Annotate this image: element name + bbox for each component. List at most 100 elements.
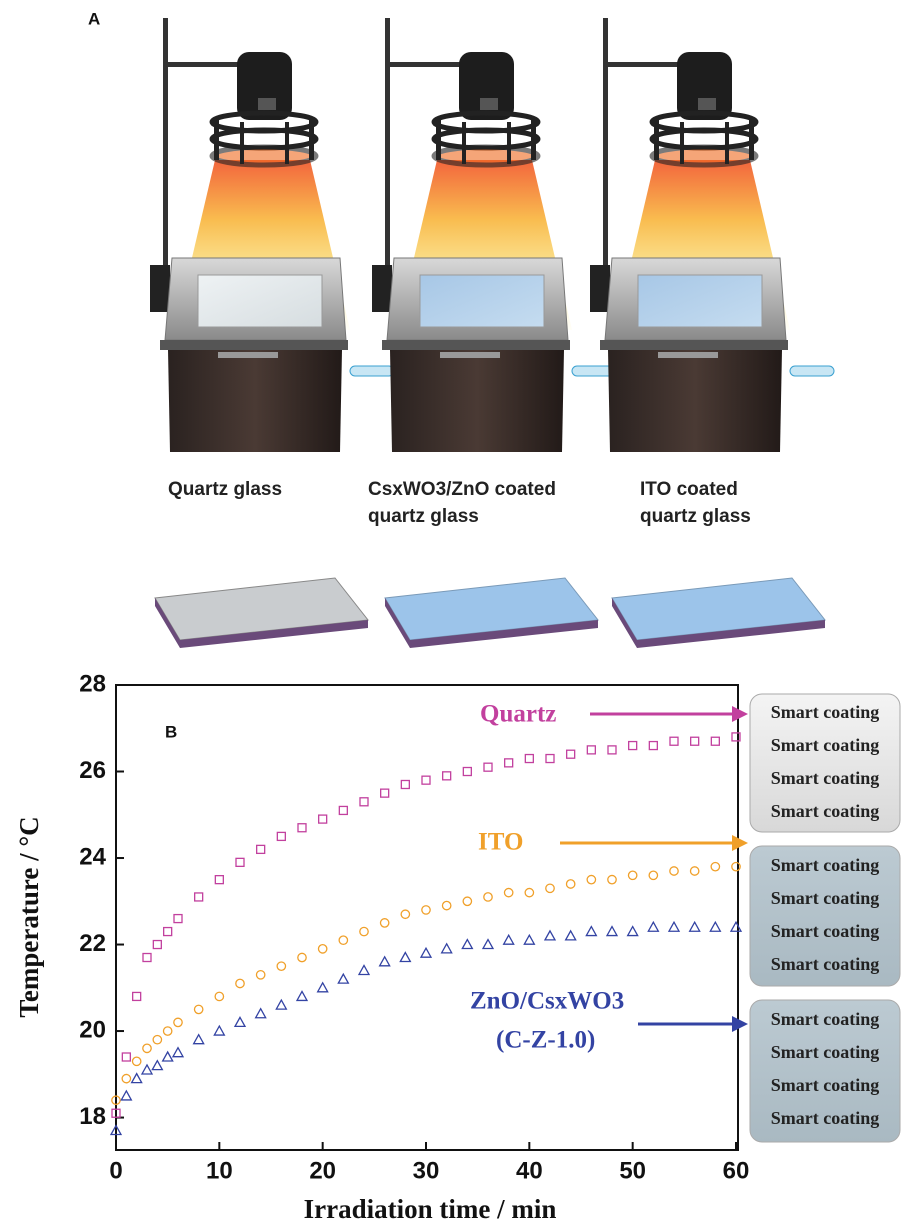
data-point: [484, 893, 492, 901]
data-point: [153, 941, 161, 949]
x-tick-label: 30: [413, 1157, 440, 1184]
data-point: [463, 897, 471, 905]
data-point: [711, 737, 719, 745]
y-axis-title: Temperature / °C: [14, 816, 44, 1017]
data-point: [276, 1000, 286, 1009]
data-point: [143, 954, 151, 962]
data-point: [132, 1074, 142, 1083]
data-point: [132, 1057, 140, 1065]
x-tick-label: 50: [619, 1157, 646, 1184]
data-point: [318, 945, 326, 953]
data-point: [649, 742, 657, 750]
data-point: [163, 1027, 171, 1035]
data-point: [546, 884, 554, 892]
data-point: [277, 962, 285, 970]
data-point: [545, 931, 555, 940]
data-point: [710, 922, 720, 931]
data-point: [629, 742, 637, 750]
data-point: [484, 763, 492, 771]
data-point: [691, 737, 699, 745]
data-point: [690, 867, 698, 875]
data-point: [338, 974, 348, 983]
data-point: [256, 1009, 266, 1018]
data-point: [380, 957, 390, 966]
glass-pane: [198, 275, 322, 327]
x-tick-label: 10: [206, 1157, 233, 1184]
coating-text: Smart coating: [771, 702, 879, 722]
data-point: [462, 940, 472, 949]
y-tick-label: 20: [79, 1016, 106, 1043]
arrow-head: [732, 1016, 748, 1032]
data-point: [690, 922, 700, 931]
data-point: [670, 737, 678, 745]
arrows: [560, 706, 748, 1032]
data-point: [442, 901, 450, 909]
coating-text: Smart coating: [771, 1009, 879, 1029]
data-point: [525, 755, 533, 763]
data-point: [587, 746, 595, 754]
data-point: [400, 953, 410, 962]
data-point: [195, 893, 203, 901]
caption: ITO coated: [640, 479, 738, 500]
coating-text: Smart coating: [771, 801, 879, 821]
caption: quartz glass: [368, 506, 479, 527]
data-point: [153, 1035, 161, 1043]
setup-illustration: [372, 18, 616, 452]
coating-text: Smart coating: [771, 855, 879, 875]
panel-label: B: [165, 722, 177, 741]
y-tick-label: 24: [79, 843, 106, 870]
series-label: Quartz: [480, 701, 556, 728]
captions: Quartz glass CsxWO3/ZnO coated quartz gl…: [168, 479, 751, 527]
data-point: [524, 935, 534, 944]
data-point: [339, 806, 347, 814]
setup-illustration: [590, 18, 834, 452]
y-tick-label: 26: [79, 757, 106, 784]
data-point: [256, 971, 264, 979]
data-point: [122, 1053, 130, 1061]
data-point: [401, 780, 409, 788]
data-point: [298, 953, 306, 961]
y-tick-label: 22: [79, 930, 106, 957]
figure: A Quartz glass CsxWO3/ZnO coated quartz …: [0, 0, 903, 1228]
arrow-head: [732, 835, 748, 851]
data-point: [504, 935, 514, 944]
data-point: [422, 776, 430, 784]
coating-text: Smart coating: [771, 1075, 879, 1095]
data-point: [586, 927, 596, 936]
coating-text: Smart coating: [771, 921, 879, 941]
arrow-head: [732, 706, 748, 722]
data-point: [505, 759, 513, 767]
data-point: [163, 1052, 173, 1061]
caption: Quartz glass: [168, 479, 282, 500]
y-tick-label: 28: [79, 670, 106, 697]
glass-pane: [420, 275, 544, 327]
data-point: [121, 1091, 131, 1100]
data-point: [359, 965, 369, 974]
data-point: [401, 910, 409, 918]
data-point: [142, 1065, 152, 1074]
data-point: [443, 772, 451, 780]
data-point: [525, 888, 533, 896]
data-point: [380, 919, 388, 927]
series-label: ZnO/CsxWO3: [470, 988, 624, 1015]
data-point: [669, 922, 679, 931]
data-point: [421, 948, 431, 957]
data-point: [628, 871, 636, 879]
data-point: [277, 832, 285, 840]
data-point: [442, 944, 452, 953]
x-axis-title: Irradiation time / min: [304, 1194, 557, 1224]
data-point: [174, 1018, 182, 1026]
glass-pane: [638, 275, 762, 327]
data-point: [731, 922, 741, 931]
coating-text: Smart coating: [771, 954, 879, 974]
data-point: [546, 755, 554, 763]
y-tick-label: 18: [79, 1103, 106, 1130]
data-point: [214, 1026, 224, 1035]
data-point: [566, 880, 574, 888]
data-point: [173, 1048, 183, 1057]
data-point: [164, 928, 172, 936]
data-point: [122, 1074, 130, 1082]
data-point: [194, 1035, 204, 1044]
x-tick-label: 60: [723, 1157, 750, 1184]
data-point: [152, 1061, 162, 1070]
